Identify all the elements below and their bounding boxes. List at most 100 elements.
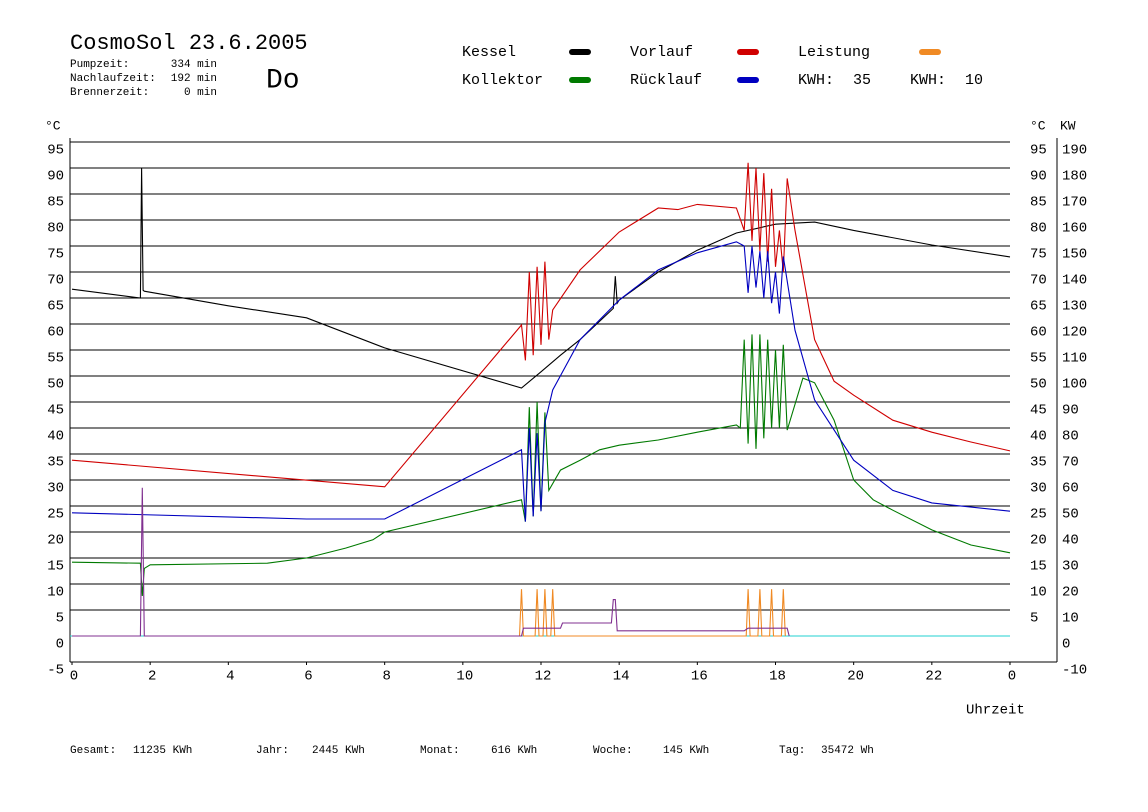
legend-label: Rücklauf [630, 72, 702, 89]
y-right-tick-label: 55 [1030, 351, 1047, 367]
y2-tick-label: 190 [1062, 143, 1087, 159]
y-right-tick-label: 15 [1030, 559, 1047, 575]
y-tick-label: 0 [56, 637, 64, 653]
y-right-tick-label: 65 [1030, 299, 1047, 315]
y2-tick-label: 50 [1062, 507, 1079, 523]
y2-tick-label: 120 [1062, 325, 1087, 341]
y-tick-label: 25 [47, 507, 64, 523]
legend-label: Vorlauf [630, 44, 693, 61]
y-tick-label: 50 [47, 377, 64, 393]
y-right-axis-label: °C [1030, 118, 1046, 133]
total-value: 11235 KWh [133, 745, 192, 757]
y-tick-label: 10 [47, 585, 64, 601]
y-right-tick-label: 35 [1030, 455, 1047, 471]
y-right-tick-label: 50 [1030, 377, 1047, 393]
series-line [518, 589, 786, 637]
y-tick-label: 95 [47, 143, 64, 159]
total-label: Tag: [779, 745, 805, 757]
x-axis-label: Uhrzeit [966, 703, 1025, 719]
total-label: Jahr: [256, 745, 289, 757]
y2-tick-label: 70 [1062, 455, 1079, 471]
y-right-tick-label: 40 [1030, 429, 1047, 445]
info-value: 0 min [184, 87, 217, 99]
y2-tick-label: 30 [1062, 559, 1079, 575]
y2-tick-label: 180 [1062, 169, 1087, 185]
y-axis-label: °C [45, 118, 61, 133]
y2-tick-label: 80 [1062, 429, 1079, 445]
y2-tick-label: 60 [1062, 481, 1079, 497]
y-right-tick-label: 60 [1030, 325, 1047, 341]
y-tick-label: 90 [47, 169, 64, 185]
y-tick-label: 35 [47, 455, 64, 471]
x-tick-label: 8 [382, 669, 390, 685]
series-line [71, 334, 1011, 597]
y-tick-label: 85 [47, 195, 64, 211]
y-tick-label: 5 [56, 611, 64, 627]
y-tick-label: 45 [47, 403, 64, 419]
y-tick-label: -5 [47, 663, 64, 679]
x-tick-label: 16 [691, 669, 708, 685]
series-line [71, 162, 1011, 488]
x-tick-label: 2 [148, 669, 156, 685]
y-tick-label: 40 [47, 429, 64, 445]
y-right-tick-label: 20 [1030, 533, 1047, 549]
y-right-tick-label: 25 [1030, 507, 1047, 523]
y-tick-label: 70 [47, 273, 64, 289]
x-tick-label: 0 [1008, 669, 1016, 685]
y-tick-label: 65 [47, 299, 64, 315]
y2-tick-label: 100 [1062, 377, 1087, 393]
y-right-tick-label: 10 [1030, 585, 1047, 601]
y2-tick-label: 160 [1062, 221, 1087, 237]
y2-tick-label: 140 [1062, 273, 1087, 289]
y-right-tick-label: 85 [1030, 195, 1047, 211]
weekday: Do [266, 65, 300, 96]
y-right-tick-label: 90 [1030, 169, 1047, 185]
y-right-tick-label: 70 [1030, 273, 1047, 289]
total-value: 145 KWh [663, 745, 709, 757]
series-line [71, 167, 1011, 389]
x-tick-label: 22 [925, 669, 942, 685]
y2-axis-label: KW [1060, 118, 1076, 133]
y2-tick-label: -10 [1062, 663, 1087, 679]
x-tick-label: 14 [613, 669, 630, 685]
y2-tick-label: 90 [1062, 403, 1079, 419]
y-right-tick-label: 45 [1030, 403, 1047, 419]
kwh-value: 35 [853, 72, 871, 89]
y2-tick-label: 170 [1062, 195, 1087, 211]
info-label: Pumpzeit: [70, 59, 129, 71]
total-value: 616 KWh [491, 745, 537, 757]
x-tick-label: 0 [70, 669, 78, 685]
y-right-tick-label: 5 [1030, 611, 1038, 627]
total-label: Woche: [593, 745, 633, 757]
legend-label: Leistung [798, 44, 870, 61]
info-value: 192 min [171, 73, 217, 85]
info-label: Nachlaufzeit: [70, 73, 156, 85]
y2-tick-label: 40 [1062, 533, 1079, 549]
y-right-tick-label: 75 [1030, 247, 1047, 263]
x-tick-label: 12 [535, 669, 552, 685]
chart-title: CosmoSol 23.6.2005 [70, 31, 308, 56]
x-tick-label: 6 [304, 669, 312, 685]
kwh-value: 10 [965, 72, 983, 89]
kwh-label: KWH: [798, 72, 834, 89]
y2-tick-label: 130 [1062, 299, 1087, 315]
series-line [72, 487, 790, 637]
y-tick-label: 15 [47, 559, 64, 575]
x-tick-label: 4 [226, 669, 234, 685]
legend-label: Kollektor [462, 72, 543, 89]
total-value: 2445 KWh [312, 745, 365, 757]
x-tick-label: 10 [456, 669, 473, 685]
y2-tick-label: 0 [1062, 637, 1070, 653]
y-tick-label: 75 [47, 247, 64, 263]
total-value: 35472 Wh [821, 745, 874, 757]
y-tick-label: 30 [47, 481, 64, 497]
y-tick-label: 20 [47, 533, 64, 549]
y-tick-label: 60 [47, 325, 64, 341]
total-label: Monat: [420, 745, 460, 757]
total-label: Gesamt: [70, 745, 116, 757]
y-tick-label: 55 [47, 351, 64, 367]
y2-tick-label: 10 [1062, 611, 1079, 627]
series-line [71, 241, 1011, 522]
